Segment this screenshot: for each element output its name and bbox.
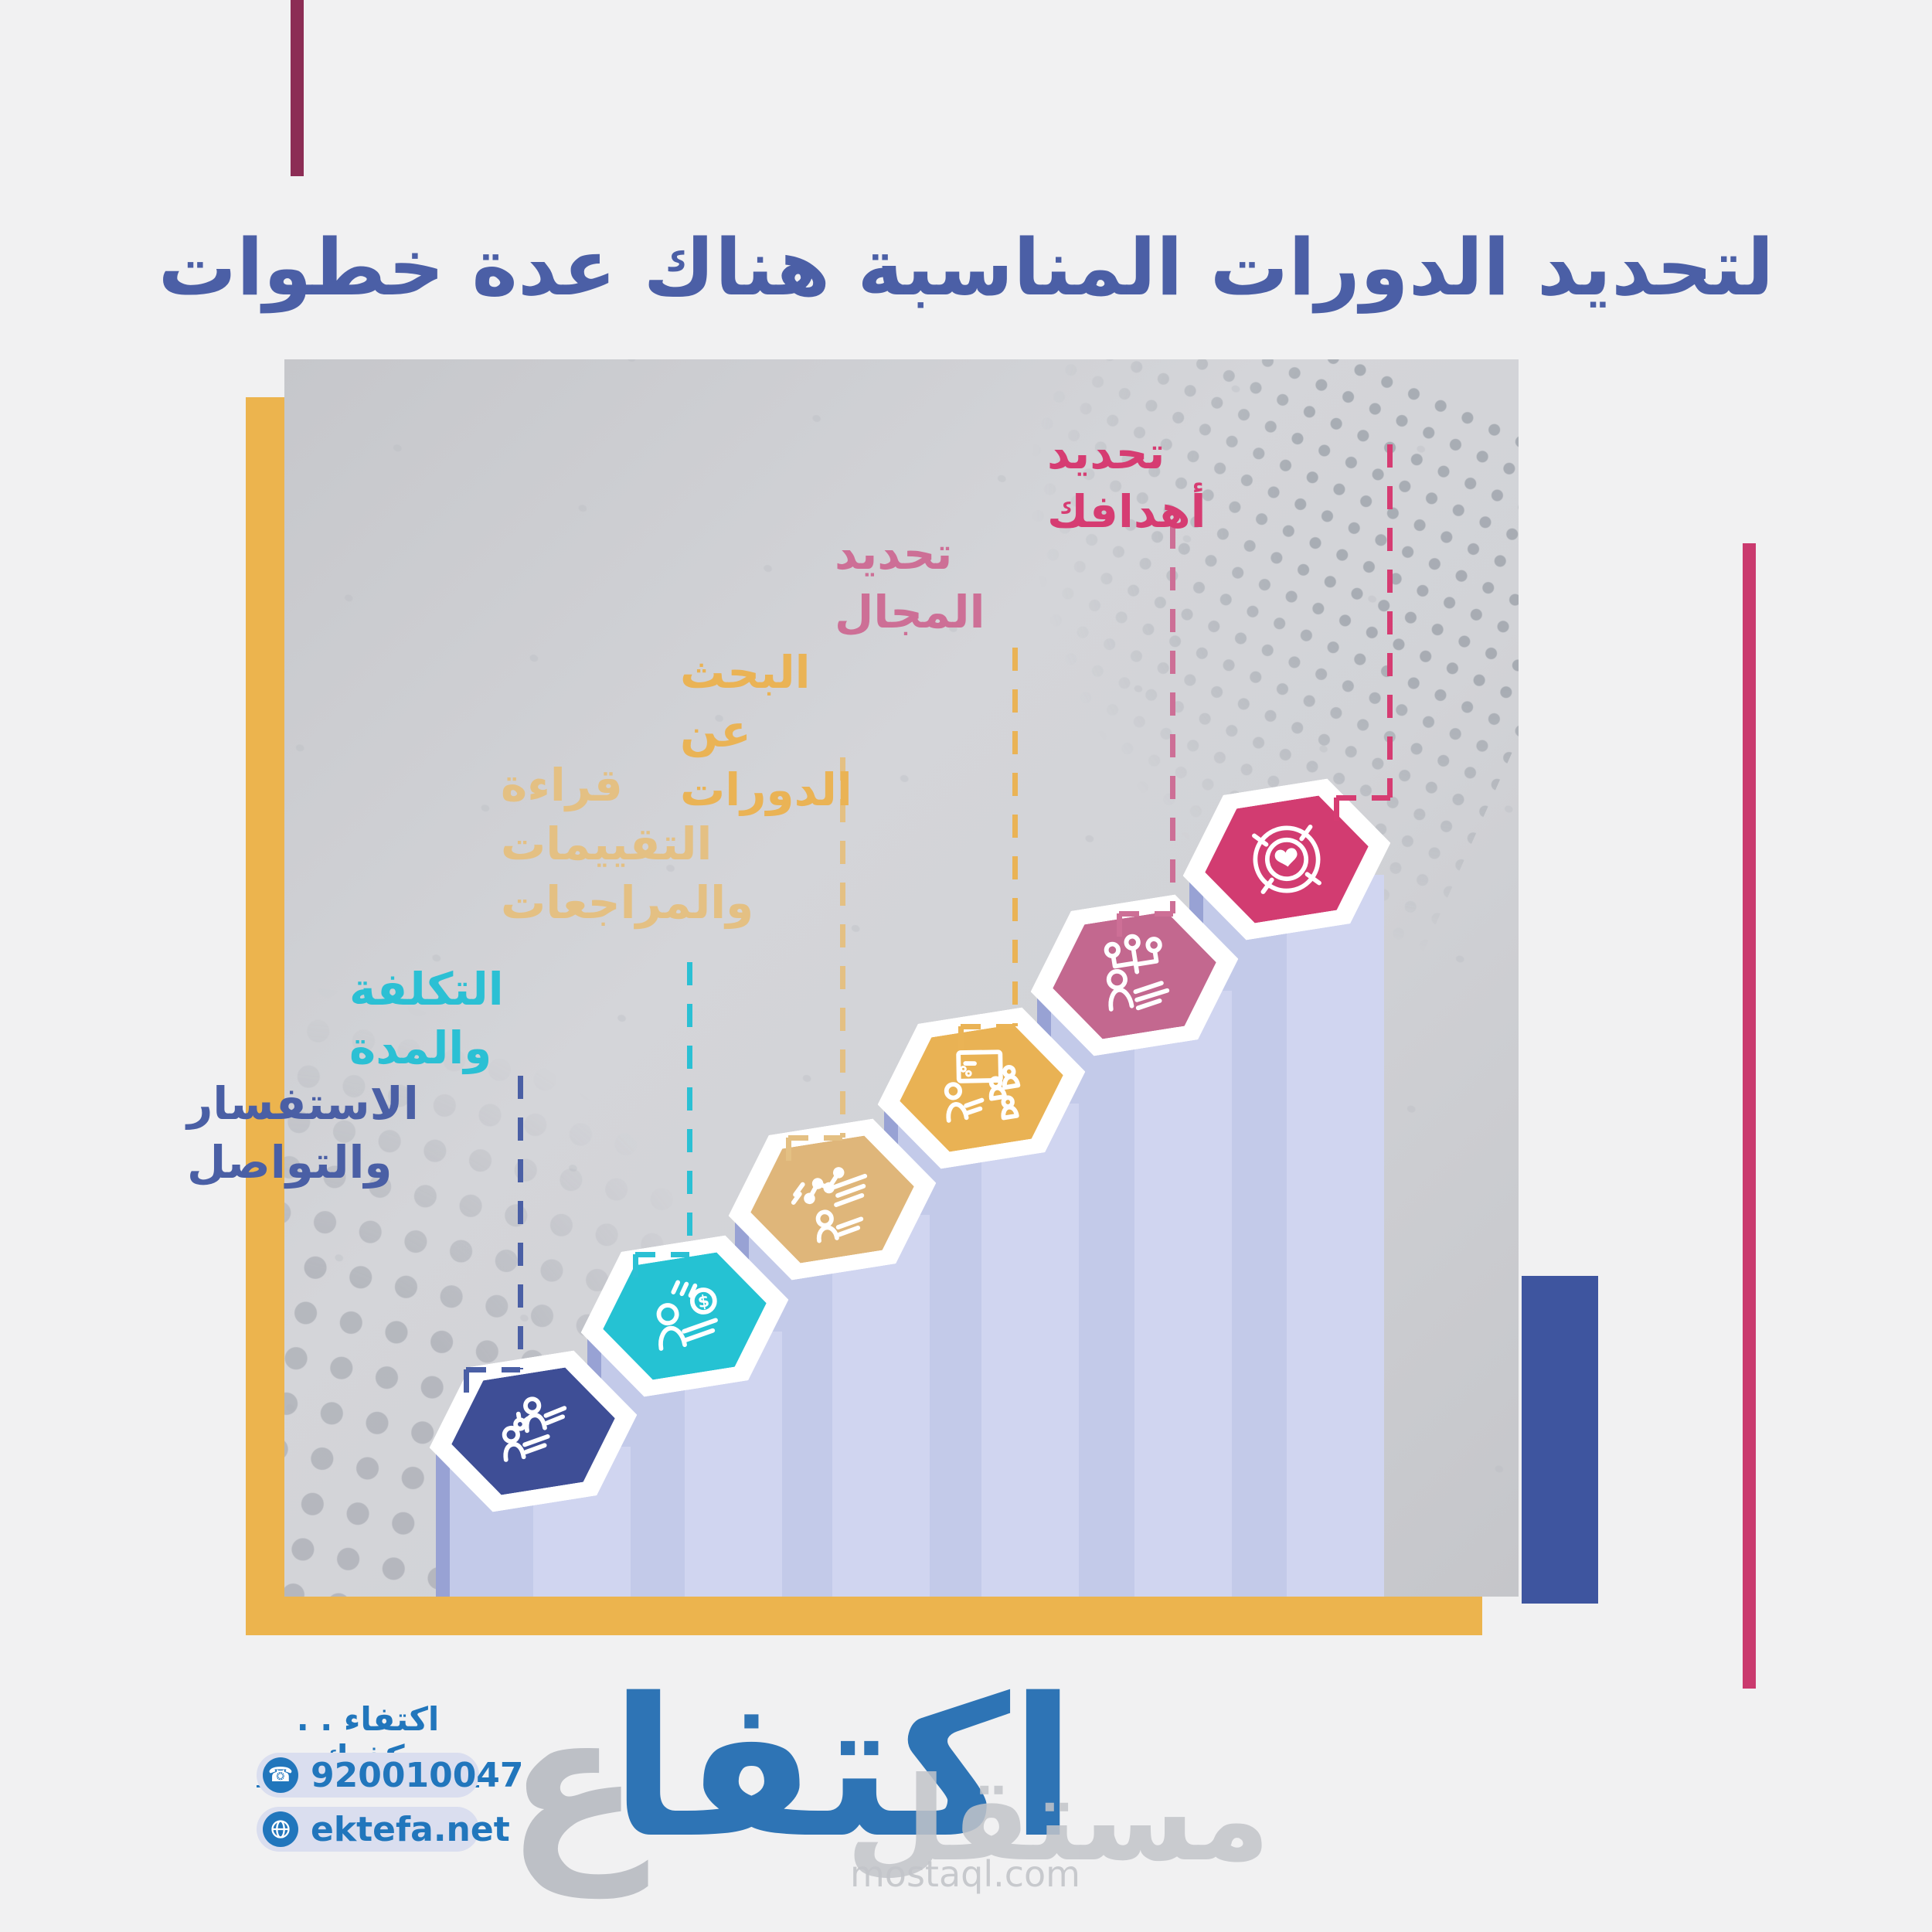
- analytics-icon: [781, 1148, 884, 1251]
- connector-inquiry-communication: [518, 1076, 523, 1369]
- phone-pill[interactable]: ☎ 920010047: [257, 1753, 524, 1798]
- page-title: لتحديد الدورات المناسبة هناك عدة خطوات: [158, 222, 1774, 313]
- svg-text:$: $: [696, 1291, 711, 1312]
- watermark-brand: مستقل: [846, 1753, 1270, 1887]
- connector-define-field: [1170, 526, 1175, 913]
- connector-read-ratings-reviews: [840, 757, 845, 1138]
- step-label-cost-duration: التكلفة والمدة: [349, 963, 504, 1074]
- connector-inquiry-communication: [464, 1369, 469, 1406]
- right-accent-bar: [1743, 543, 1756, 1689]
- connector-cost-duration: [633, 1254, 638, 1291]
- step-label-read-ratings-reviews: قراءة التقييمات والمراجعات: [501, 759, 754, 929]
- logo-tail-letter: ع: [506, 1668, 641, 1898]
- connector-define-goals: [1336, 795, 1390, 801]
- target-icon: [1236, 808, 1338, 911]
- connector-inquiry-communication: [466, 1367, 520, 1372]
- hexagon-define-goals: [1172, 770, 1402, 948]
- hexagon-cost-duration: $: [570, 1227, 800, 1405]
- connector-cost-duration: [687, 962, 692, 1254]
- connector-read-ratings-reviews: [788, 1135, 842, 1141]
- connector-cost-duration: [635, 1252, 689, 1257]
- top-left-accent-bar: [291, 0, 304, 176]
- step-label-search-courses: البحث عن الدورات: [680, 646, 852, 816]
- step-label-define-goals: تحديد أهدافك: [1047, 427, 1206, 538]
- hexagon-define-field: [1019, 886, 1250, 1064]
- hexagon-read-ratings-reviews: [717, 1111, 947, 1288]
- brand-logo: اكتفا: [611, 1658, 1077, 1880]
- yellow-frame-left: [246, 397, 284, 1634]
- hexagon-inquiry-communication: [418, 1342, 648, 1520]
- step-label-inquiry-communication: الاستفسار والتواصل: [187, 1077, 419, 1189]
- yellow-frame-bottom: [246, 1597, 1482, 1635]
- presentation-icon: [930, 1037, 1033, 1140]
- two-people-chat-icon: [482, 1380, 585, 1483]
- connector-search-courses: [958, 1026, 964, 1063]
- blue-rectangle-accent: [1522, 1276, 1598, 1604]
- connector-search-courses: [961, 1024, 1015, 1029]
- watermark-domain: mostaql.com: [850, 1853, 1080, 1895]
- hexagon-search-courses: [866, 999, 1097, 1177]
- step-label-define-field: تحديد المجال: [835, 527, 985, 638]
- connector-search-courses: [1012, 648, 1018, 1026]
- connector-define-field: [1117, 913, 1122, 951]
- globe-icon: [263, 1811, 298, 1847]
- website-url: ektefa.net: [311, 1809, 510, 1849]
- connector-define-goals: [1334, 798, 1339, 835]
- connector-read-ratings-reviews: [786, 1138, 791, 1175]
- connector-define-field: [1119, 911, 1173, 917]
- org-chart-person-icon: [1083, 924, 1186, 1027]
- website-pill[interactable]: ektefa.net: [257, 1807, 510, 1852]
- connector-define-goals: [1387, 444, 1393, 798]
- phone-number: 920010047: [311, 1755, 524, 1795]
- person-money-icon: $: [634, 1265, 736, 1368]
- phone-icon: ☎: [263, 1757, 298, 1793]
